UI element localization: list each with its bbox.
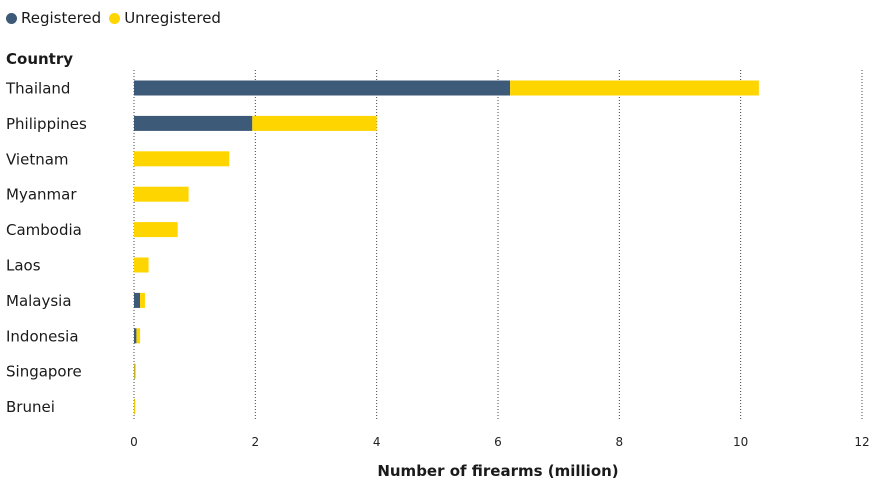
legend-item-registered: Registered [6,9,101,27]
legend-swatch-unregistered [109,12,121,24]
y-tick-label-brunei: Brunei [6,398,55,416]
bar-cambodia-unregistered [134,222,178,238]
bar-laos-unregistered [134,257,149,273]
y-tick-label-singapore: Singapore [6,363,82,381]
x-tick-label-8: 8 [616,435,624,449]
legend-label-registered: Registered [21,9,102,27]
bar-brunei-unregistered [134,399,136,415]
bar-singapore-unregistered [134,363,136,379]
x-tick-label-6: 6 [494,435,502,449]
y-tick-label-philippines: Philippines [6,115,87,133]
x-tick-label-0: 0 [130,435,138,449]
bar-indonesia-unregistered [136,328,141,344]
y-tick-label-laos: Laos [6,257,41,275]
x-tick-label-12: 12 [854,435,869,449]
x-tick-label-4: 4 [373,435,381,449]
bar-malaysia-registered [134,292,141,308]
y-axis-title: Country [6,50,74,68]
legend-item-unregistered: Unregistered [109,9,221,27]
bar-myanmar-unregistered [134,186,189,202]
y-tick-label-malaysia: Malaysia [6,292,72,310]
x-tick-label-2: 2 [252,435,260,449]
y-tick-label-myanmar: Myanmar [6,186,77,204]
bar-malaysia-unregistered [140,292,145,308]
legend-label-unregistered: Unregistered [124,9,221,27]
y-tick-label-indonesia: Indonesia [6,327,79,345]
bar-vietnam-unregistered [134,151,230,167]
x-tick-label-10: 10 [733,435,748,449]
legend-swatch-registered [6,12,17,24]
legend: Registered Unregistered [6,8,229,28]
y-tick-label-cambodia: Cambodia [6,221,82,239]
bar-philippines-unregistered [252,115,377,131]
y-tick-label-vietnam: Vietnam [6,150,69,168]
bar-philippines-registered [134,115,253,131]
bar-indonesia-registered [134,328,137,344]
bar-thailand-unregistered [510,80,759,96]
bar-thailand-registered [134,80,511,96]
x-axis-title: Number of firearms (million) [377,462,619,480]
y-tick-label-thailand: Thailand [5,80,70,98]
